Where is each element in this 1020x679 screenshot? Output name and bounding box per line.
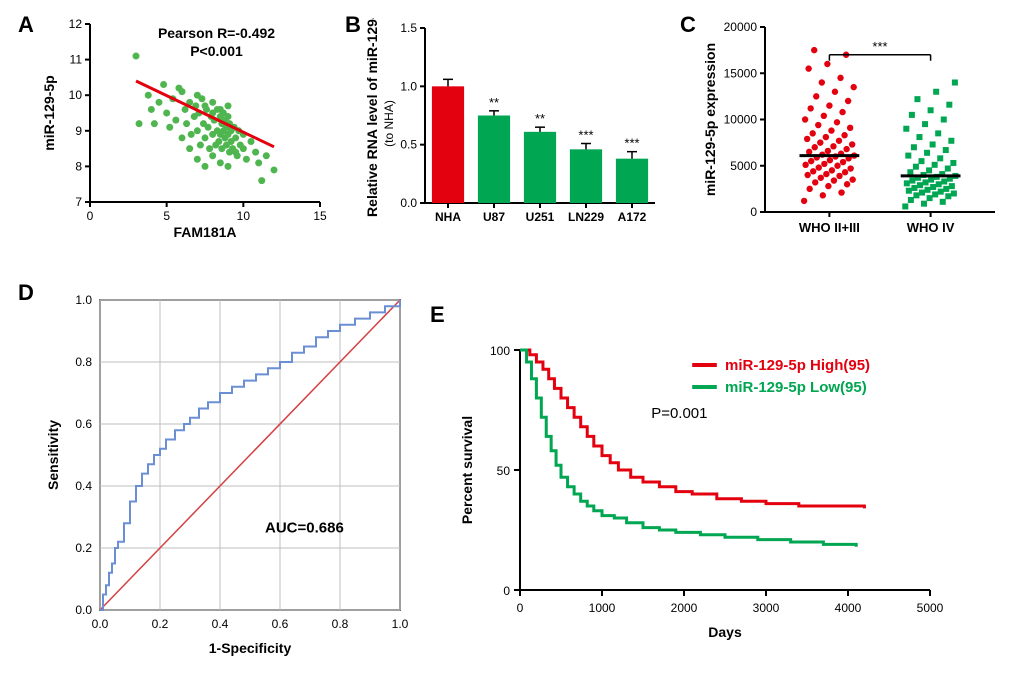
- svg-text:0.2: 0.2: [152, 617, 169, 631]
- svg-text:WHO II+III: WHO II+III: [799, 220, 860, 235]
- panel-c-dotplot: 0 5000 10000 15000 20000 WHO II+III WHO IV *** m…: [695, 12, 1005, 247]
- svg-text:0.4: 0.4: [212, 617, 229, 631]
- svg-text:1-Specificity: 1-Specificity: [209, 640, 292, 656]
- svg-text:10000: 10000: [724, 113, 758, 127]
- svg-text:0: 0: [87, 209, 94, 223]
- svg-text:FAM181A: FAM181A: [173, 224, 236, 240]
- svg-text:5000: 5000: [730, 159, 757, 173]
- svg-text:***: ***: [872, 39, 887, 54]
- svg-text:NHA: NHA: [435, 210, 461, 224]
- svg-text:**: **: [489, 95, 499, 110]
- panel-e-survival: 0 1000 2000 3000 4000 5000 0 50 100 miR-129-5p Hi…: [450, 320, 950, 645]
- svg-text:***: ***: [578, 128, 593, 143]
- svg-text:P<0.001: P<0.001: [190, 43, 243, 59]
- svg-text:100: 100: [490, 344, 510, 358]
- svg-text:1000: 1000: [589, 601, 616, 615]
- svg-text:7: 7: [75, 195, 82, 209]
- panel-b-bar: 0.0 0.5 1.0 1.5 NHA ** U87 ** U251 *** LN229 *** A17…: [355, 18, 665, 243]
- svg-text:A172: A172: [618, 210, 647, 224]
- svg-text:0: 0: [750, 205, 757, 219]
- svg-text:Sensitivity: Sensitivity: [45, 420, 61, 490]
- svg-text:10: 10: [237, 209, 251, 223]
- svg-text:***: ***: [624, 136, 639, 151]
- svg-text:**: **: [535, 111, 545, 126]
- svg-text:0.8: 0.8: [332, 617, 349, 631]
- svg-text:4000: 4000: [835, 601, 862, 615]
- svg-text:U87: U87: [483, 210, 505, 224]
- svg-text:11: 11: [70, 53, 83, 67]
- svg-text:Percent survival: Percent survival: [459, 416, 475, 524]
- panel-d-roc: 0.00.0 0.2 0.2 0.4 0.4 0.6 0.6 0.8 0.8 1.0 1.0 AUC=…: [40, 285, 420, 665]
- svg-text:miR-129-5p Low(95): miR-129-5p Low(95): [725, 379, 867, 396]
- svg-text:9: 9: [75, 124, 82, 138]
- svg-text:1.0: 1.0: [75, 293, 92, 307]
- svg-text:0.0: 0.0: [400, 196, 417, 210]
- svg-text:1.5: 1.5: [400, 21, 417, 35]
- svg-text:0.4: 0.4: [75, 479, 92, 493]
- svg-text:0.0: 0.0: [75, 603, 92, 617]
- svg-text:0.2: 0.2: [75, 541, 92, 555]
- svg-text:20000: 20000: [724, 20, 758, 34]
- svg-text:3000: 3000: [753, 601, 780, 615]
- panel-a-label: A: [18, 12, 34, 38]
- svg-text:0.8: 0.8: [75, 355, 92, 369]
- svg-text:Pearson R=-0.492: Pearson R=-0.492: [158, 25, 275, 41]
- svg-text:WHO IV: WHO IV: [907, 220, 955, 235]
- svg-text:0.6: 0.6: [272, 617, 289, 631]
- panel-e-label: E: [430, 302, 445, 328]
- svg-text:50: 50: [497, 464, 511, 478]
- svg-text:(to NHA): (to NHA): [382, 100, 396, 147]
- panel-a-scatter: 0 5 10 15 7 8 9 10 11 12 FAM181A miR-129-5p Pearson …: [40, 12, 330, 242]
- svg-text:2000: 2000: [671, 601, 698, 615]
- svg-text:miR-129-5p expression: miR-129-5p expression: [702, 43, 718, 196]
- svg-text:5000: 5000: [917, 601, 944, 615]
- svg-text:U251: U251: [526, 210, 555, 224]
- svg-text:10: 10: [69, 88, 83, 102]
- svg-text:Days: Days: [708, 624, 742, 640]
- svg-text:15000: 15000: [724, 66, 758, 80]
- svg-text:1.0: 1.0: [400, 79, 417, 93]
- svg-text:8: 8: [75, 159, 82, 173]
- svg-text:AUC=0.686: AUC=0.686: [265, 520, 344, 537]
- svg-text:Relative RNA level of miR-129-: Relative RNA level of miR-129-5p: [364, 18, 380, 217]
- svg-text:1.0: 1.0: [392, 617, 409, 631]
- svg-text:LN229: LN229: [568, 210, 604, 224]
- svg-text:0: 0: [517, 601, 524, 615]
- svg-text:0.6: 0.6: [75, 417, 92, 431]
- svg-text:0: 0: [503, 584, 510, 598]
- svg-text:miR-129-5p: miR-129-5p: [41, 75, 57, 150]
- svg-text:15: 15: [313, 209, 327, 223]
- panel-c-label: C: [680, 12, 696, 38]
- svg-text:12: 12: [69, 17, 83, 31]
- svg-text:miR-129-5p High(95): miR-129-5p High(95): [725, 357, 870, 374]
- svg-text:0.0: 0.0: [92, 617, 109, 631]
- svg-text:0.5: 0.5: [400, 138, 417, 152]
- svg-text:5: 5: [163, 209, 170, 223]
- panel-d-label: D: [18, 280, 34, 306]
- svg-text:P=0.001: P=0.001: [651, 405, 707, 422]
